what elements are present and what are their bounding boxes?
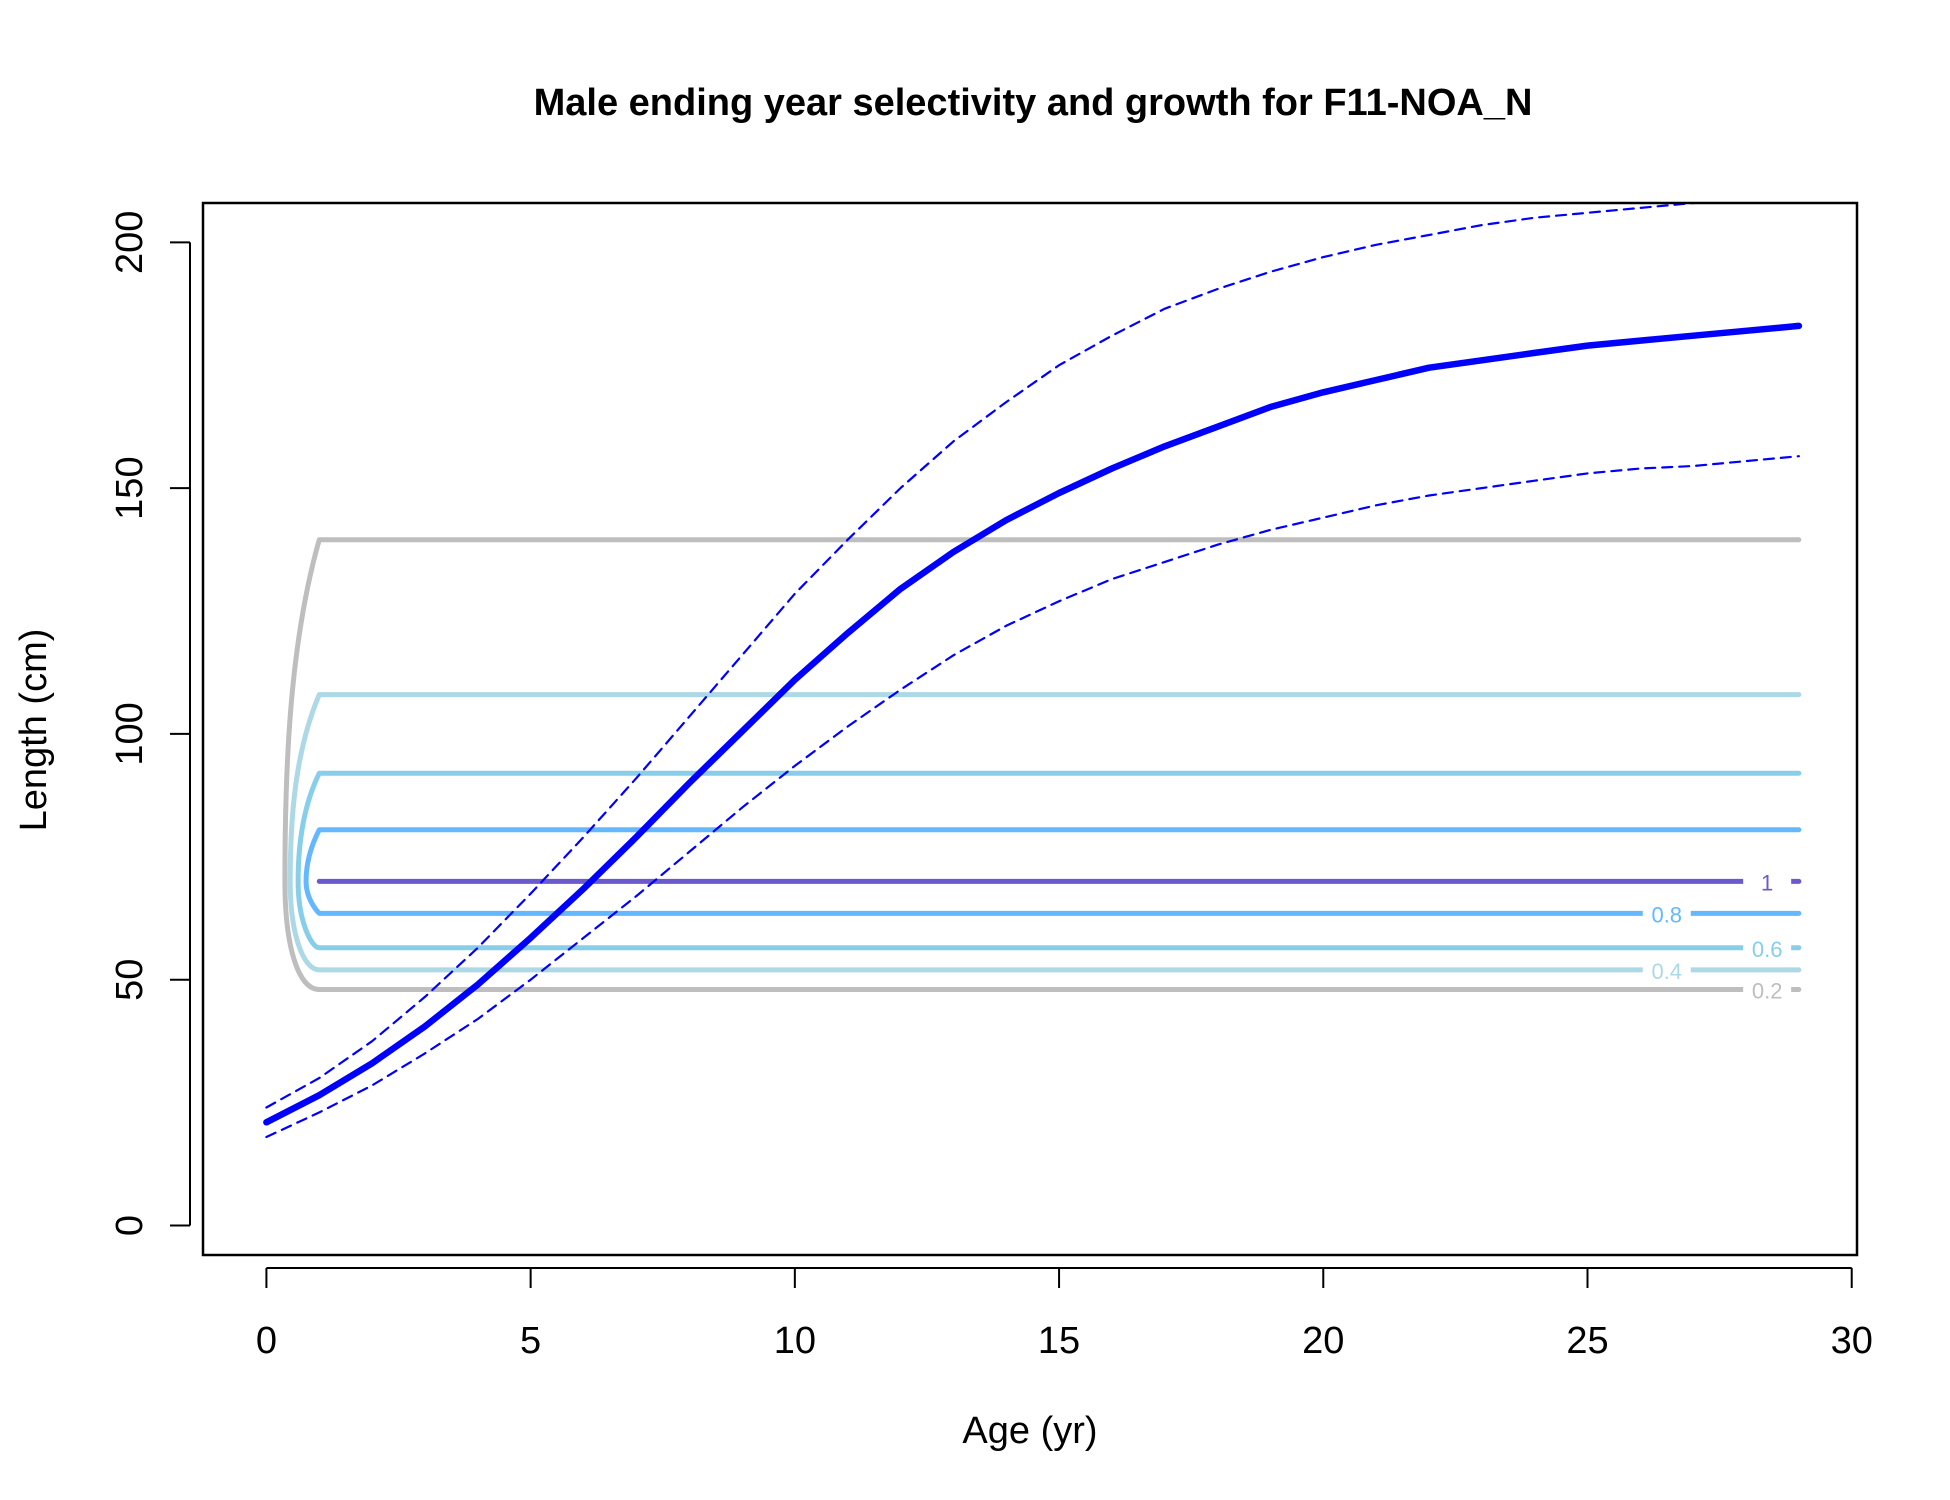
growth-curve-lower-interval (265, 455, 1801, 1139)
contour-label-background (1642, 955, 1691, 984)
y-tick-label: 100 (109, 702, 151, 765)
selectivity-contour-0-8 (303, 827, 1802, 916)
growth-curve-upper-interval (265, 203, 1717, 1109)
plot-frame (201, 201, 1859, 1257)
y-tick-label: 150 (109, 456, 151, 519)
x-tick-label: 5 (520, 1320, 541, 1362)
x-tick-label: 25 (1566, 1320, 1608, 1362)
contour-label-0-8: 0.8 (1651, 902, 1682, 927)
y-tick-label: 50 (109, 959, 151, 1001)
chart-title: Male ending year selectivity and growth … (534, 82, 1533, 124)
selectivity-contour-0-4 (287, 692, 1802, 973)
contour-label-0-2: 0.2 (1752, 979, 1783, 1004)
selectivity-contours (282, 537, 1802, 993)
x-tick-label: 15 (1038, 1320, 1080, 1362)
contour-label-1: 1 (1761, 870, 1773, 895)
growth-series (263, 203, 1803, 1139)
x-axis: 0 5 10 15 20 25 30 (256, 1267, 1873, 1362)
x-tick-label: 30 (1831, 1320, 1873, 1362)
x-tick-label: 20 (1302, 1320, 1344, 1362)
contour-label-background (1743, 867, 1792, 896)
contour-label-0-4: 0.4 (1651, 959, 1682, 984)
x-axis-label: Age (yr) (962, 1410, 1097, 1452)
y-tick-label: 0 (109, 1215, 151, 1236)
growth-curve-mean (263, 322, 1803, 1126)
x-tick-label: 10 (774, 1320, 816, 1362)
contour-label-background (1642, 899, 1691, 928)
contour-labels: 0.2 0.4 0.6 0.8 1 (1642, 867, 1792, 1004)
x-tick-label: 0 (256, 1320, 277, 1362)
contour-label-background (1743, 975, 1792, 1004)
y-axis: 0 50 100 150 200 (109, 211, 191, 1236)
selectivity-contour-0-6 (295, 770, 1802, 951)
contour-label-0-6: 0.6 (1752, 937, 1783, 962)
contour-label-background (1743, 933, 1792, 962)
selectivity-contour-0-2 (282, 537, 1802, 993)
y-tick-label: 200 (109, 211, 151, 274)
y-axis-label: Length (cm) (13, 629, 55, 832)
